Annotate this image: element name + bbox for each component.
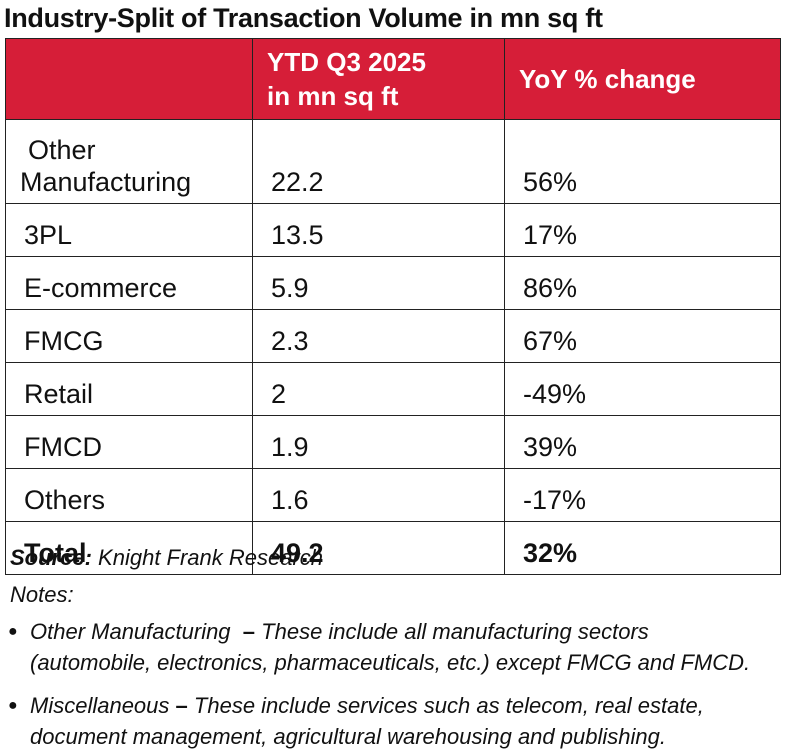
note-line1: Other Manufacturing – These include all … xyxy=(8,616,798,647)
row-label: FMCD xyxy=(5,415,253,469)
table-row: E-commerce 5.9 86% xyxy=(5,256,781,310)
row-volume: 22.2 xyxy=(252,119,505,204)
note-line2: document management, agricultural wareho… xyxy=(30,724,666,749)
row-volume: 2 xyxy=(252,362,505,416)
note-term: Other Manufacturing xyxy=(30,619,231,644)
header-volume-line2: in mn sq ft xyxy=(267,81,399,111)
row-yoy: 67% xyxy=(504,309,781,363)
row-volume: 13.5 xyxy=(252,203,505,257)
row-volume: 2.3 xyxy=(252,309,505,363)
table-row: FMCD 1.9 39% xyxy=(5,415,781,469)
page-title: Industry-Split of Transaction Volume in … xyxy=(4,3,603,33)
row-label-line1: Other xyxy=(28,135,96,165)
row-label: Others xyxy=(5,468,253,522)
total-yoy: 32% xyxy=(504,521,781,575)
table-row: Other Manufacturing 22.2 56% xyxy=(5,119,781,204)
source-line: Source: Knight Frank Research xyxy=(10,545,323,571)
note-line1: Miscellaneous – These include services s… xyxy=(8,690,798,721)
note-dash: – xyxy=(175,693,188,718)
table-header-row: YTD Q3 2025 in mn sq ft YoY % change xyxy=(5,38,781,120)
note-item: ● Miscellaneous – These include services… xyxy=(8,690,798,752)
source-text: Knight Frank Research xyxy=(98,545,324,570)
source-label: Source: xyxy=(10,545,92,570)
note-desc: These include all manufacturing sectors xyxy=(261,619,649,644)
table-row: FMCG 2.3 67% xyxy=(5,309,781,363)
bullet-icon: ● xyxy=(8,697,18,714)
note-item: ● Other Manufacturing – These include al… xyxy=(8,616,798,678)
row-label: FMCG xyxy=(5,309,253,363)
row-volume: 1.6 xyxy=(252,468,505,522)
note-dash: – xyxy=(242,619,256,644)
header-volume-line1: YTD Q3 2025 xyxy=(267,47,426,77)
row-volume: 1.9 xyxy=(252,415,505,469)
header-volume: YTD Q3 2025 in mn sq ft xyxy=(252,38,505,120)
header-yoy: YoY % change xyxy=(504,38,781,120)
table-total-row: Total 49.2 32% xyxy=(5,521,781,575)
table-row: Others 1.6 -17% xyxy=(5,468,781,522)
row-label: E-commerce xyxy=(5,256,253,310)
row-volume: 5.9 xyxy=(252,256,505,310)
note-term: Miscellaneous xyxy=(30,693,170,718)
bullet-icon: ● xyxy=(8,623,18,640)
row-yoy: 17% xyxy=(504,203,781,257)
table-row: Retail 2 -49% xyxy=(5,362,781,416)
transaction-volume-table: YTD Q3 2025 in mn sq ft YoY % change Oth… xyxy=(5,38,781,575)
total-label: Total xyxy=(5,521,253,575)
note-line2: (automobile, electronics, pharmaceutical… xyxy=(30,650,751,675)
row-label: 3PL xyxy=(5,203,253,257)
total-volume: 49.2 xyxy=(252,521,505,575)
row-label-line2: Manufacturing xyxy=(20,167,192,197)
row-yoy: 39% xyxy=(504,415,781,469)
header-yoy-label: YoY % change xyxy=(519,64,696,94)
row-yoy: 86% xyxy=(504,256,781,310)
notes-title: Notes: xyxy=(10,582,74,607)
row-label: Other Manufacturing xyxy=(5,119,253,204)
row-yoy: -49% xyxy=(504,362,781,416)
header-industry xyxy=(5,38,253,120)
row-label: Retail xyxy=(5,362,253,416)
table-row: 3PL 13.5 17% xyxy=(5,203,781,257)
row-yoy: 56% xyxy=(504,119,781,204)
row-yoy: -17% xyxy=(504,468,781,522)
note-desc: These include services such as telecom, … xyxy=(193,693,704,718)
